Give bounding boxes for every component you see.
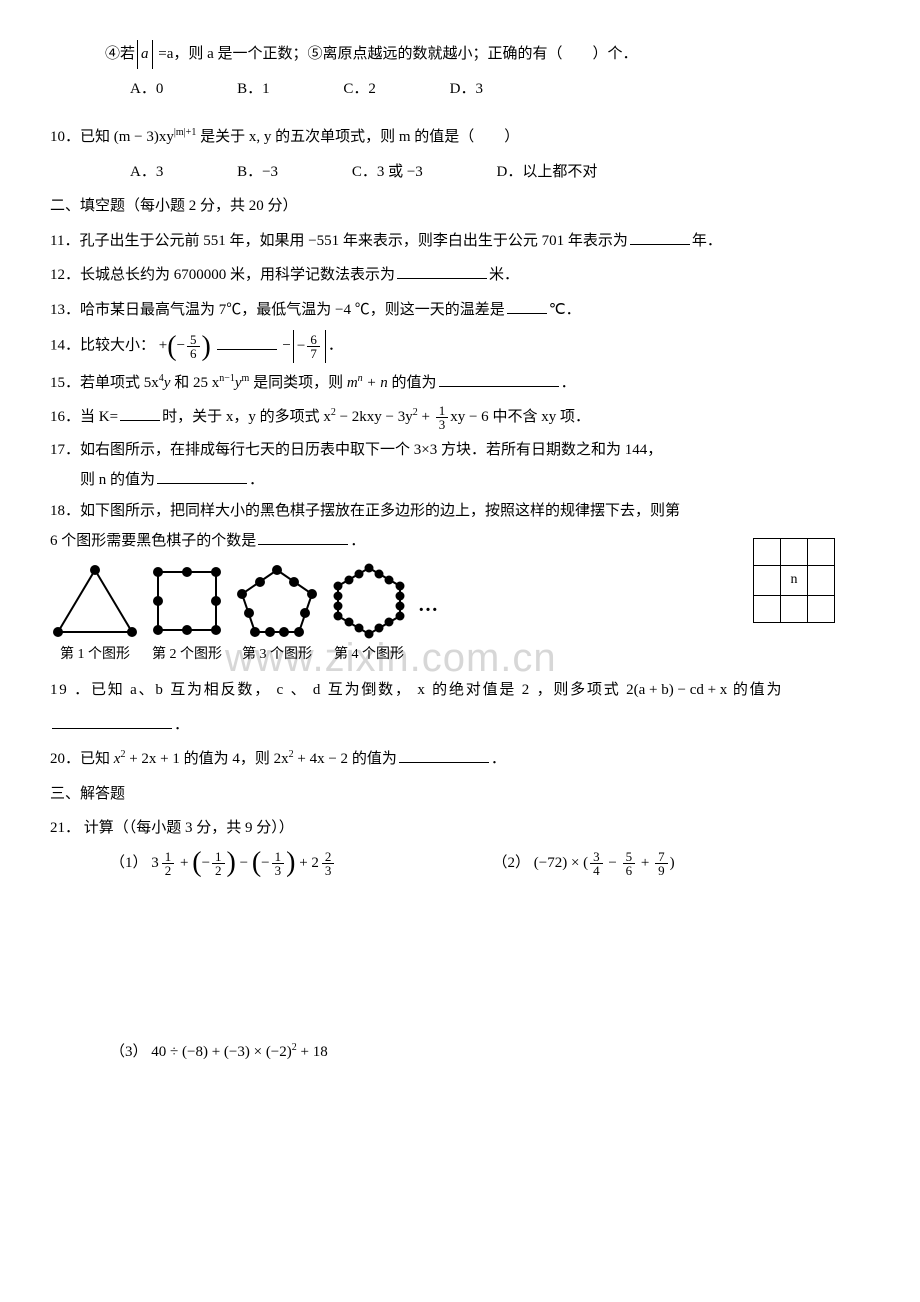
q9-opt-a: A．0: [130, 75, 163, 104]
q9-opt-d: D．3: [450, 75, 483, 104]
q10-options: A．3 B．−3 C．3 或 −3 D．以上都不对: [50, 158, 875, 187]
q19-line1: 19 ．已知 a、b 互为相反数， c 、 d 互为倒数， x 的绝对值是 2 …: [50, 676, 875, 705]
q9-opt-c: C．2: [343, 75, 376, 104]
q14: 14．比较大小： +(−56) −−67．: [50, 330, 875, 363]
shape-triangle: [50, 562, 140, 640]
shape-pentagon: [234, 562, 320, 640]
q13: 13．哈市某日最高气温为 7℃，最低气温为 −4 ℃，则这一天的温差是℃．: [50, 296, 875, 325]
q11: 11．孔子出生于公元前 551 年，如果用 −551 年来表示，则李白出生于公元…: [50, 227, 875, 256]
q18-line1: 18．如下图所示，把同样大小的黑色棋子摆放在正多边形的边上，按照这样的规律摆下去…: [50, 497, 875, 526]
q10-opt-b: B．−3: [237, 158, 278, 187]
q19-line2: ．: [50, 711, 875, 740]
q15: 15．若单项式 5x4y 和 25 xn−1ym 是同类项，则 mn + n 的…: [50, 369, 875, 398]
q10-opt-c: C．3 或 −3: [352, 158, 423, 187]
shape-3-label: 第 3 个图形: [234, 642, 320, 669]
shape-1-label: 第 1 个图形: [50, 642, 140, 669]
ellipsis: …: [418, 586, 438, 644]
shape-2-label: 第 2 个图形: [148, 642, 226, 669]
q10-opt-a: A．3: [130, 158, 163, 187]
q10-opt-d: D．以上都不对: [497, 158, 598, 187]
q17-line2: 则 n 的值为．: [50, 466, 875, 495]
q9-opt-b: B．1: [237, 75, 270, 104]
q12: 12．长城总长约为 6700000 米，用科学记数法表示为米．: [50, 261, 875, 290]
calc-3: （3） 40 ÷ (−8) + (−3) × (−2)2 + 18: [50, 1038, 875, 1067]
shape-square: [148, 562, 226, 640]
calc-1: （1） 312 + (−12) − (−13) + 223: [110, 849, 493, 878]
q9-statement-4: ④若a =a，则 a 是一个正数；⑤离原点越远的数就越小；正确的有（ ）个．: [50, 40, 875, 69]
shape-4-label: 第 4 个图形: [328, 642, 410, 669]
shape-hexagon: [328, 562, 410, 640]
q18-line2: 6 个图形需要黑色棋子的个数是．: [50, 527, 875, 556]
q10-stem: 10．已知 (m − 3)xy|m|+1 是关于 x, y 的五次单项式，则 m…: [50, 123, 875, 152]
section-3-heading: 三、解答题: [50, 780, 875, 809]
q21-heading: 21． 计算（（每小题 3 分，共 9 分））: [50, 814, 875, 843]
q16: 16．当 K=时，关于 x，y 的多项式 x2 − 2kxy − 3y2 + 1…: [50, 403, 875, 432]
section-2-heading: 二、填空题（每小题 2 分，共 20 分）: [50, 192, 875, 221]
q9-options: A．0 B．1 C．2 D．3: [50, 75, 875, 104]
q20: 20．已知 x2 + 2x + 1 的值为 4，则 2x2 + 4x − 2 的…: [50, 745, 875, 774]
polygon-pattern-figures: 第 1 个图形 第 2 个图形: [50, 562, 875, 669]
q17-line1: 17．如右图所示，在排成每行七天的日历表中取下一个 3×3 方块．若所有日期数之…: [50, 436, 875, 465]
calc-2: （2） (−72) × (34 − 56 + 79): [493, 849, 876, 878]
